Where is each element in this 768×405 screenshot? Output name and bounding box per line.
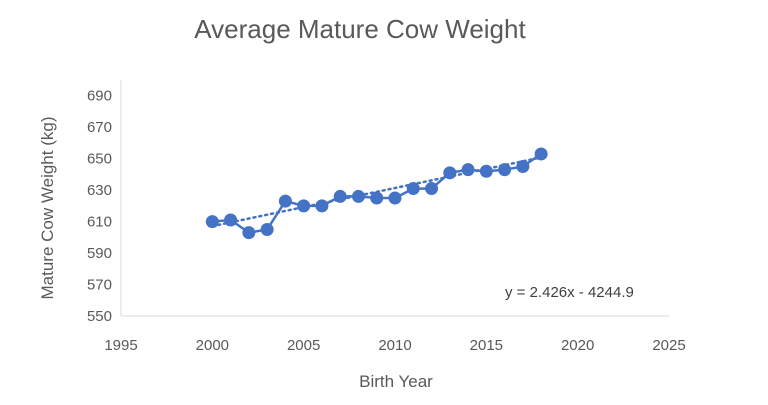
axes [120,80,669,317]
y-tick-label: 550 [87,308,112,325]
x-tick-label: 1995 [104,337,137,354]
data-point [479,164,493,178]
y-tick-label: 630 [87,182,112,199]
data-point [516,160,530,174]
data-series [205,147,548,240]
data-point [388,191,402,205]
y-tick-label: 610 [87,214,112,231]
y-tick-label: 590 [87,245,112,262]
data-point [425,182,439,196]
data-point [205,215,219,229]
data-point [278,194,292,208]
chart-title: Average Mature Cow Weight [194,14,526,44]
data-point [370,191,384,205]
data-point [498,163,512,177]
trendline-equation: y = 2.426x - 4244.9 [505,284,634,301]
y-tick-label: 650 [87,151,112,168]
data-point [224,213,238,227]
data-point [242,226,256,240]
x-tick-label: 2005 [287,337,320,354]
data-point [534,147,548,161]
axis-labels: 550 570 590 610 630 650 670 690 1995 2000 2005 2010… [87,88,686,354]
y-tick-label: 570 [87,277,112,294]
data-point [461,163,475,177]
data-point [297,199,311,213]
data-point [351,189,365,203]
x-tick-label: 2025 [652,337,685,354]
x-tick-label: 2015 [470,337,503,354]
y-axis-title: Mature Cow Weight (kg) [38,117,57,300]
y-tick-label: 670 [87,119,112,136]
y-tick-label: 690 [87,88,112,105]
data-point [443,166,457,180]
data-point [260,222,274,236]
data-point [333,189,347,203]
x-axis-title: Birth Year [359,372,433,391]
x-tick-label: 2000 [196,337,229,354]
data-point [315,199,329,213]
data-point [406,182,420,196]
x-tick-label: 2020 [561,337,594,354]
x-tick-label: 2010 [378,337,411,354]
